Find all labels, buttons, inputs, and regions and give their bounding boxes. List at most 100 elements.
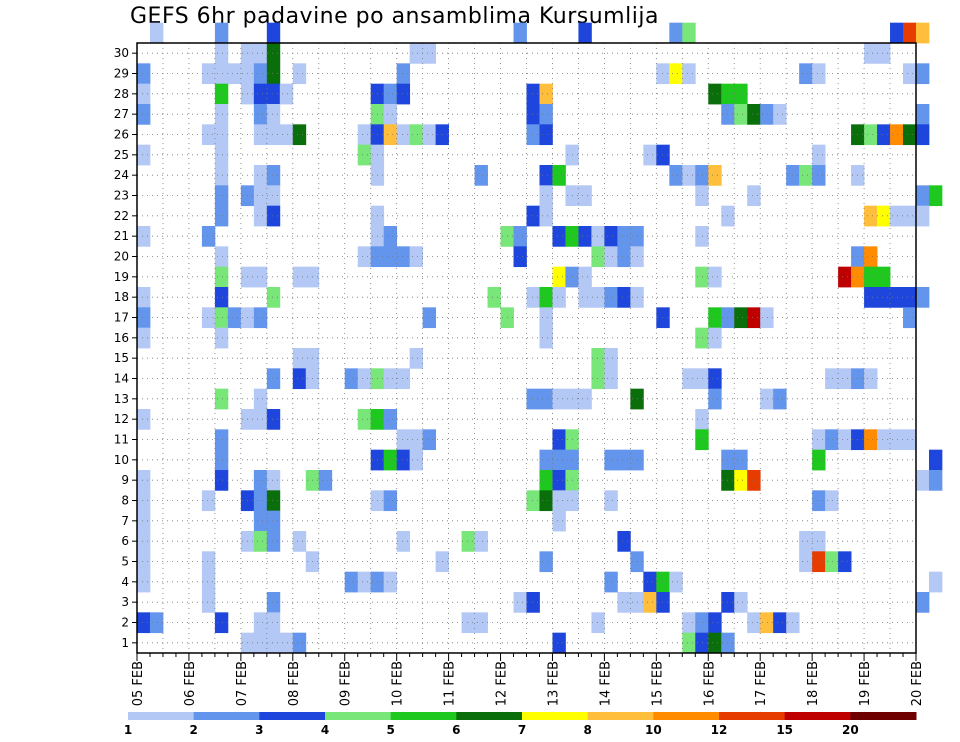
- heatmap-cell: [708, 368, 722, 390]
- heatmap-cell: [539, 388, 553, 410]
- heatmap-cell: [864, 43, 878, 64]
- heatmap-cell: [890, 205, 904, 227]
- heatmap-cell: [149, 612, 164, 634]
- heatmap-cell: [669, 22, 683, 44]
- heatmap-cell: [812, 429, 826, 451]
- heatmap-cell: [137, 571, 151, 593]
- heatmap-cell: [539, 490, 553, 512]
- heatmap-cell: [253, 510, 268, 532]
- y-tick-label: 10: [114, 453, 129, 467]
- y-tick-label: 9: [121, 473, 129, 487]
- heatmap-cell: [682, 612, 696, 634]
- heatmap-cell: [266, 205, 281, 227]
- heatmap-cell: [617, 226, 631, 247]
- heatmap-cell: [214, 124, 229, 146]
- heatmap-cell: [708, 632, 722, 654]
- heatmap-cell: [578, 266, 592, 288]
- heatmap-cell: [890, 22, 904, 44]
- heatmap-cell: [916, 104, 930, 125]
- heatmap-cell: [266, 185, 281, 207]
- heatmap-cell: [266, 612, 281, 634]
- heatmap-cell: [266, 83, 281, 105]
- heatmap-cell: [253, 612, 268, 634]
- heatmap-cell: [526, 205, 540, 227]
- heatmap-cell: [266, 22, 281, 44]
- heatmap-cell: [916, 592, 930, 613]
- heatmap-cell: [539, 83, 553, 105]
- heatmap-cell: [773, 104, 787, 125]
- heatmap-cell: [747, 307, 761, 329]
- heatmap-cell: [916, 185, 930, 207]
- legend-swatch: [259, 712, 326, 720]
- heatmap-cell: [396, 246, 411, 268]
- heatmap-cell: [695, 185, 709, 207]
- heatmap-cell: [552, 388, 566, 410]
- heatmap-cell: [526, 83, 540, 105]
- heatmap-cell: [266, 470, 281, 491]
- heatmap-cell: [656, 307, 670, 329]
- heatmap-cell: [383, 124, 398, 146]
- heatmap-cell: [253, 63, 268, 85]
- legend-swatch: [456, 712, 523, 720]
- heatmap-cell: [604, 287, 618, 308]
- heatmap-cell: [253, 185, 268, 207]
- heatmap-cell: [928, 571, 943, 593]
- heatmap-cell: [552, 429, 566, 451]
- heatmap-cell: [137, 307, 151, 329]
- heatmap-cell: [214, 287, 229, 308]
- heatmap-cell: [591, 226, 605, 247]
- heatmap-cell: [214, 43, 229, 64]
- heatmap-cell: [409, 429, 424, 451]
- legend-label: 20: [842, 723, 859, 737]
- heatmap-cell: [928, 185, 943, 207]
- heatmap-cell: [292, 124, 307, 146]
- heatmap-cell: [292, 368, 307, 390]
- heatmap-cell: [214, 327, 229, 349]
- heatmap-cell: [708, 266, 722, 288]
- x-tick-label: 17 FEB: [754, 661, 769, 706]
- heatmap-cell: [552, 165, 566, 186]
- heatmap-cell: [137, 226, 151, 247]
- heatmap-cell: [656, 63, 670, 85]
- heatmap-cell: [266, 531, 281, 552]
- heatmap-cell: [825, 429, 839, 451]
- x-tick-label: 09 FEB: [339, 661, 354, 706]
- legend-label: 12: [711, 723, 728, 737]
- heatmap-cell: [877, 266, 891, 288]
- heatmap-cell: [695, 612, 709, 634]
- heatmap-cell: [604, 348, 618, 369]
- heatmap-cell: [539, 185, 553, 207]
- heatmap-cell: [422, 124, 437, 146]
- heatmap-cell: [812, 449, 826, 471]
- heatmap-cell: [903, 22, 917, 44]
- heatmap-cell: [591, 246, 605, 268]
- heatmap-cell: [513, 22, 527, 44]
- legend-swatch: [193, 712, 260, 720]
- color-legend: 1 2 3 4 5 6 7 8 10 12 15 20: [124, 712, 917, 737]
- heatmap-cell: [137, 551, 151, 573]
- heatmap-cell: [201, 124, 216, 146]
- heatmap-cell: [214, 104, 229, 125]
- heatmap-cell: [708, 388, 722, 410]
- heatmap-cell: [838, 368, 852, 390]
- heatmap-cell: [137, 287, 151, 308]
- heatmap-cell: [201, 307, 216, 329]
- heatmap-cell: [695, 409, 709, 430]
- heatmap-cell: [539, 551, 553, 573]
- heatmap-cell: [266, 592, 281, 613]
- heatmap-cell: [137, 470, 151, 491]
- heatmap-cell: [916, 22, 930, 44]
- y-tick-label: 13: [114, 392, 129, 406]
- x-tick-label: 06 FEB: [183, 661, 198, 706]
- heatmap-cell: [266, 368, 281, 390]
- heatmap-cell: [552, 510, 566, 532]
- heatmap-cell: [266, 632, 281, 654]
- heatmap-cell: [266, 490, 281, 512]
- legend-swatch: [587, 712, 654, 720]
- heatmap-cell: [539, 287, 553, 308]
- heatmap-cell: [409, 124, 424, 146]
- y-tick-label: 26: [114, 128, 129, 142]
- heatmap-cell: [266, 63, 281, 85]
- heatmap-cells: [137, 22, 943, 654]
